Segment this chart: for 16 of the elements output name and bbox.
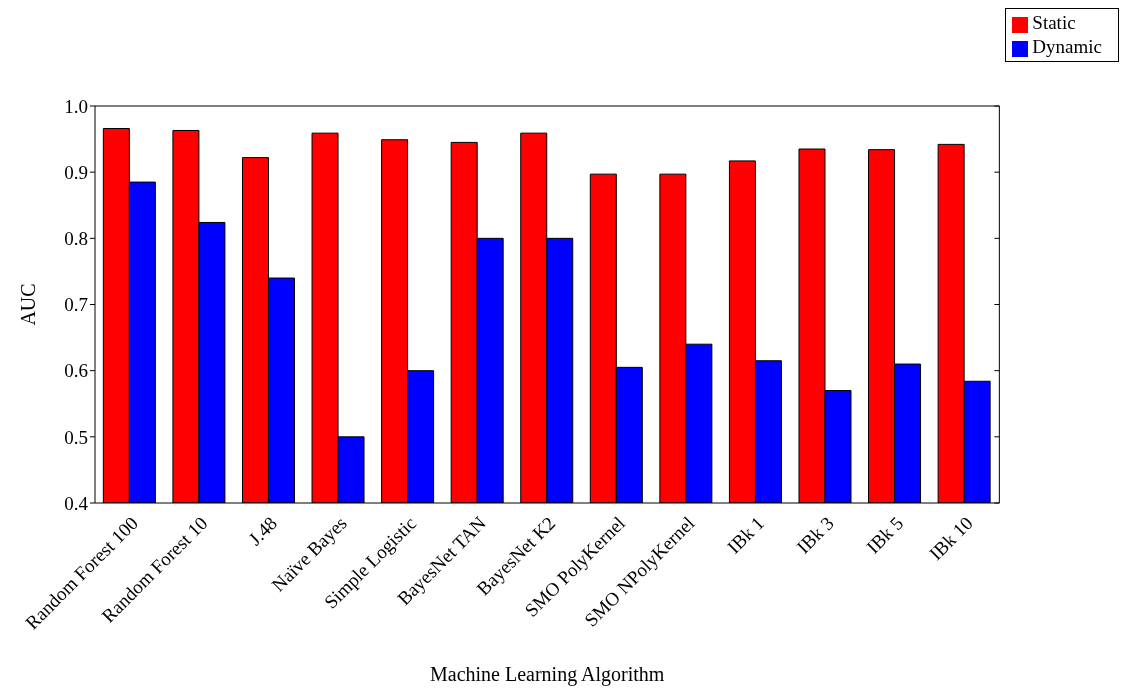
x-tick-label: IBk 3 — [792, 512, 838, 558]
x-tick-label: IBk 10 — [925, 512, 977, 565]
y-tick-label: 1.0 — [64, 95, 88, 117]
legend-label: Static — [1032, 12, 1076, 33]
y-tick-label: 0.7 — [64, 294, 88, 316]
y-axis-title: AUC — [17, 283, 40, 326]
x-tick-label: IBk 1 — [723, 512, 769, 558]
y-tick-label: 0.9 — [64, 161, 88, 183]
x-tick-label: J.48 — [244, 512, 282, 550]
y-tick-label: 0.5 — [64, 426, 88, 448]
x-tick-label: IBk 5 — [862, 512, 908, 558]
legend-label: Dynamic — [1032, 36, 1102, 57]
y-tick-label: 0.8 — [64, 228, 88, 250]
x-axis-title: Machine Learning Algorithm — [429, 663, 665, 686]
y-tick-label: 0.6 — [64, 360, 88, 382]
y-tick-label: 0.4 — [64, 492, 89, 514]
